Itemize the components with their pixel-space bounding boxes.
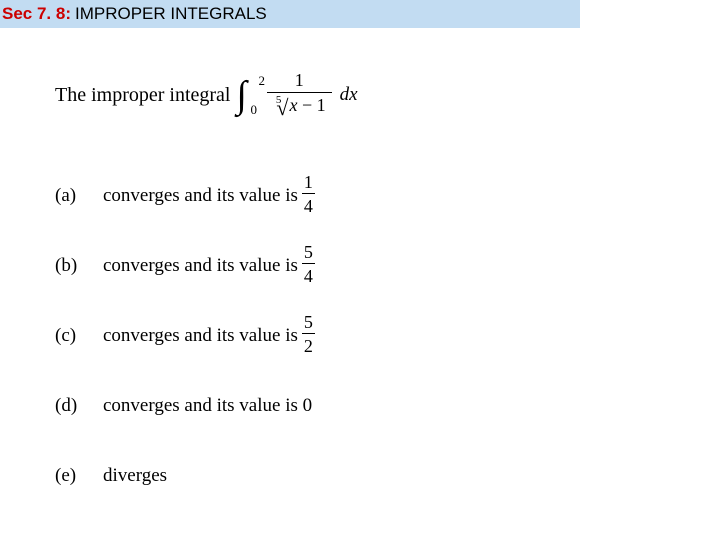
differential: dx [340,84,358,106]
root-index: 5 [276,93,282,108]
option-text-content: converges and its value is [103,325,298,347]
option-frac-num: 5 [302,312,315,334]
option-label: (e) [55,465,103,487]
option-frac-num: 1 [302,172,315,194]
integrand-fraction: 1 5 √ x − 1 [267,70,332,121]
prompt-text: The improper integral [55,84,231,107]
section-header-bar: Sec 7. 8: IMPROPER INTEGRALS [0,0,580,28]
option-text: converges and its value is 0 [103,395,312,417]
option-text-content: converges and its value is [103,185,298,207]
option-frac-den: 4 [302,263,315,289]
option-c: (c) converges and its value is 5 2 [55,301,358,371]
question-content: The improper integral ∫ 2 0 1 5 √ x − 1 … [55,70,358,511]
option-a: (a) converges and its value is 1 4 [55,161,358,231]
option-label: (b) [55,255,103,277]
integral-expression: ∫ 2 0 1 5 √ x − 1 dx [237,70,358,121]
option-frac-num: 5 [302,242,315,264]
integral-lower-limit: 0 [251,103,258,116]
root-expression: 5 √ x − 1 [271,93,328,119]
option-text: converges and its value is 5 2 [103,312,317,360]
option-fraction: 5 4 [302,242,315,290]
option-text: converges and its value is 1 4 [103,172,317,220]
integrand-denominator: 5 √ x − 1 [267,92,332,121]
option-text-content: converges and its value is 0 [103,395,312,417]
integrand-numerator: 1 [291,70,308,92]
option-text: converges and its value is 5 4 [103,242,317,290]
option-label: (d) [55,395,103,417]
integral-symbol: ∫ 2 0 [237,76,247,114]
option-text-content: converges and its value is [103,255,298,277]
option-d: (d) converges and its value is 0 [55,371,358,441]
option-text: diverges [103,465,167,487]
option-e: (e) diverges [55,441,358,511]
option-text-content: diverges [103,465,167,487]
option-fraction: 5 2 [302,312,315,360]
question-prompt: The improper integral ∫ 2 0 1 5 √ x − 1 … [55,70,358,121]
section-title: IMPROPER INTEGRALS [75,4,267,24]
option-frac-den: 2 [302,333,315,359]
integral-upper-limit: 2 [259,74,266,87]
option-label: (c) [55,325,103,347]
option-frac-den: 4 [302,193,315,219]
option-fraction: 1 4 [302,172,315,220]
answer-options: (a) converges and its value is 1 4 (b) c… [55,161,358,511]
section-number: Sec 7. 8: [2,4,71,24]
option-b: (b) converges and its value is 5 4 [55,231,358,301]
option-label: (a) [55,185,103,207]
radicand: x − 1 [289,92,328,118]
